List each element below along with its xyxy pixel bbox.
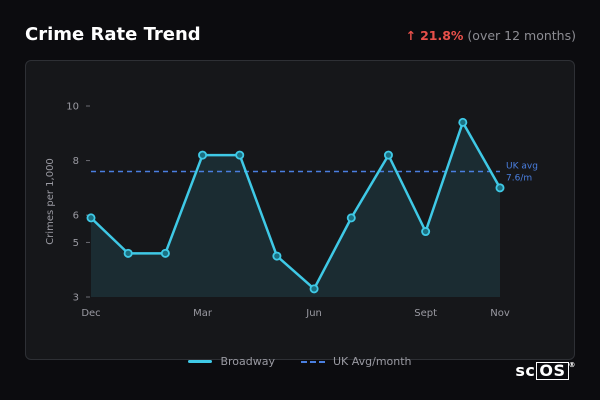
reference-label-line2: 7.6/m xyxy=(506,173,532,183)
legend-label-uk-avg: UK Avg/month xyxy=(332,355,412,368)
legend-item-broadway[interactable]: Broadway xyxy=(188,355,275,368)
trend-note: (over 12 months) xyxy=(467,28,576,43)
x-tick-label: Mar xyxy=(193,308,213,319)
chart-legend: Broadway UK Avg/month xyxy=(0,355,600,368)
data-point-2 xyxy=(160,248,170,258)
legend-item-uk-avg[interactable]: UK Avg/month xyxy=(300,355,412,368)
y-tick-label: 3 xyxy=(73,293,79,304)
data-point-0 xyxy=(86,213,96,223)
trend-indicator: ↑ 21.8% (over 12 months) xyxy=(406,28,576,43)
chart-card xyxy=(25,60,575,360)
x-tick-label: Jun xyxy=(305,308,322,319)
y-tick-label: 8 xyxy=(73,156,79,167)
series-area-broadway xyxy=(91,122,500,297)
series-line-broadway xyxy=(89,121,502,291)
y-tick-label: 5 xyxy=(73,238,79,249)
x-tick-label: Dec xyxy=(81,308,100,319)
data-point-8 xyxy=(383,150,393,160)
data-point-1 xyxy=(123,248,133,258)
data-point-6 xyxy=(309,284,319,294)
data-point-10 xyxy=(458,117,468,127)
data-point-7 xyxy=(346,213,356,223)
data-point-5 xyxy=(272,251,282,261)
y-tick-label: 10 xyxy=(66,102,79,113)
legend-swatch-broadway xyxy=(188,360,213,363)
legend-label-broadway: Broadway xyxy=(220,355,275,368)
trend-up-arrow-icon: ↑ xyxy=(405,28,417,43)
y-axis-label: Crimes per 1,000 xyxy=(45,158,56,245)
data-point-11 xyxy=(495,183,505,193)
y-tick-label: 6 xyxy=(73,211,79,222)
chart-title: Crime Rate Trend xyxy=(25,24,201,45)
scos-logo: sc OS ® xyxy=(515,360,576,380)
x-tick-label: Sept xyxy=(414,308,437,319)
x-tick-label: Nov xyxy=(490,308,510,319)
trend-percentage: 21.8% xyxy=(420,28,464,43)
reference-label-line1: UK avg xyxy=(506,161,538,171)
legend-swatch-uk-avg xyxy=(300,360,325,363)
data-point-9 xyxy=(421,227,431,237)
data-point-4 xyxy=(235,150,245,160)
data-point-3 xyxy=(198,150,208,160)
